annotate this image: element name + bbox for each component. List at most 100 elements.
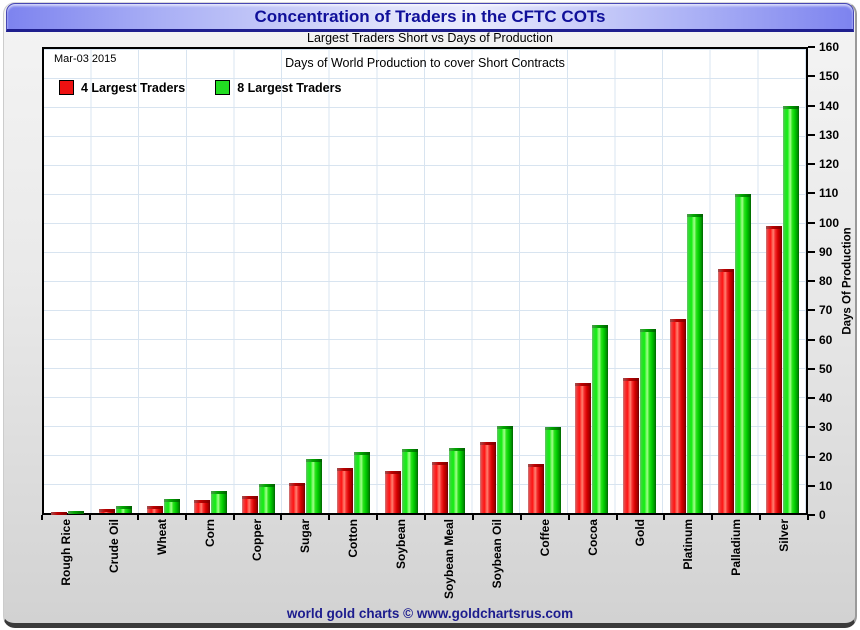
y-tick-mark — [808, 163, 815, 165]
bar-4-largest-15 — [765, 225, 782, 513]
y-tick: 60 — [808, 333, 832, 347]
x-label-cell: Palladium — [712, 515, 760, 605]
y-tick-mark — [808, 514, 815, 516]
y-tick-mark — [808, 104, 815, 107]
x-label-cell: Silver — [760, 515, 808, 605]
y-tick: 90 — [808, 245, 832, 259]
x-label-cell: Crude Oil — [90, 515, 138, 605]
bar-4-largest-12 — [622, 378, 639, 513]
y-tick-label: 100 — [819, 215, 840, 230]
bar-8-largest-4 — [258, 484, 275, 513]
bar-8-largest-6 — [354, 452, 371, 513]
y-tick: 110 — [808, 186, 838, 200]
x-label-cell: Platinum — [664, 515, 712, 605]
footer-credit: world gold charts © www.goldchartsrus.co… — [286, 606, 574, 621]
bar-group-wheat — [139, 49, 187, 513]
legend-item-8-largest: 8 Largest Traders — [215, 80, 341, 95]
x-label-cell: Gold — [617, 515, 665, 605]
x-label-cell: Sugar — [281, 515, 329, 605]
x-label: Coffee — [537, 519, 552, 557]
y-tick-mark — [808, 280, 815, 282]
x-label-cell: Rough Rice — [42, 515, 90, 605]
x-label: Cocoa — [585, 519, 600, 556]
date-label: Mar-03 2015 — [54, 53, 117, 65]
y-tick-label: 50 — [819, 361, 833, 376]
bar-4-largest-0 — [51, 511, 68, 516]
y-tick: 20 — [808, 450, 832, 464]
x-label-cell: Soybean Oil — [473, 515, 521, 605]
x-label: Soybean — [394, 519, 409, 570]
y-tick-mark — [808, 133, 815, 136]
x-label: Wheat — [154, 519, 169, 555]
y-tick-label: 10 — [819, 478, 833, 493]
bar-8-largest-14 — [735, 194, 752, 513]
x-tick — [759, 515, 762, 520]
y-tick-label: 130 — [819, 127, 840, 142]
bar-8-largest-9 — [496, 426, 513, 513]
y-tick-label: 160 — [819, 40, 840, 54]
x-tick — [663, 515, 666, 520]
bar-4-largest-13 — [670, 318, 687, 513]
bar-group-platinum — [663, 49, 711, 513]
bar-4-largest-1 — [98, 508, 115, 513]
x-tick — [88, 515, 91, 520]
y-tick-label: 20 — [819, 449, 833, 464]
y-tick-label: 140 — [819, 98, 840, 113]
legend-swatch-red — [59, 80, 74, 95]
x-label-cell: Wheat — [138, 515, 186, 605]
y-tick: 0 — [808, 508, 826, 522]
bar-group-soybean-oil — [473, 49, 521, 513]
y-tick-label: 150 — [819, 69, 840, 84]
x-label: Cotton — [346, 519, 361, 558]
x-tick — [376, 515, 379, 520]
x-label-cell: Corn — [186, 515, 234, 605]
bar-group-cocoa — [568, 49, 616, 513]
x-tick — [807, 515, 809, 520]
x-tick — [615, 515, 618, 520]
y-tick: 130 — [808, 128, 839, 142]
y-tick-mark — [808, 397, 815, 399]
x-tick — [424, 515, 426, 520]
y-tick-mark — [808, 338, 815, 341]
legend-label: 4 Largest Traders — [81, 80, 186, 95]
y-tick-label: 30 — [819, 420, 833, 435]
y-tick-label: 40 — [819, 391, 833, 405]
bar-8-largest-3 — [211, 491, 228, 513]
bar-group-palladium — [711, 49, 759, 513]
x-label: Silver — [777, 519, 792, 552]
bars-container — [44, 49, 806, 516]
bar-4-largest-9 — [479, 441, 496, 513]
y-tick-label: 120 — [819, 157, 840, 171]
legend-swatch-green — [215, 80, 231, 95]
bar-group-rough-rice — [44, 49, 92, 516]
y-axis-title: Days Of Production — [842, 227, 855, 335]
bar-4-largest-7 — [384, 470, 401, 513]
y-tick-label: 80 — [819, 274, 833, 288]
y-tick-mark — [808, 426, 815, 429]
y-tick-mark — [808, 367, 815, 370]
bar-8-largest-7 — [401, 449, 418, 513]
x-tick — [471, 515, 474, 520]
x-label: Soybean Meal — [441, 519, 456, 600]
bar-4-largest-11 — [575, 382, 592, 513]
legend-item-4-largest: 4 Largest Traders — [59, 80, 185, 95]
x-label: Palladium — [729, 519, 744, 576]
bar-group-soybean-meal — [425, 49, 473, 513]
bar-4-largest-2 — [146, 505, 163, 513]
y-tick-mark — [808, 309, 815, 312]
y-tick-mark — [808, 455, 815, 458]
bar-group-copper — [235, 49, 283, 513]
bar-group-cotton — [330, 49, 378, 513]
y-tick-label: 90 — [819, 244, 833, 259]
y-tick-mark — [808, 221, 815, 224]
bar-4-largest-3 — [194, 499, 211, 513]
bar-group-silver — [758, 49, 806, 513]
x-label-cell: Soybean — [377, 515, 425, 605]
y-tick-label: 0 — [819, 508, 826, 522]
y-tick: 40 — [808, 391, 832, 405]
page-title: Concentration of Traders in the CFTC COT… — [254, 7, 606, 26]
x-tick — [567, 515, 570, 520]
bar-group-corn — [187, 49, 235, 513]
y-tick: 80 — [808, 274, 832, 288]
